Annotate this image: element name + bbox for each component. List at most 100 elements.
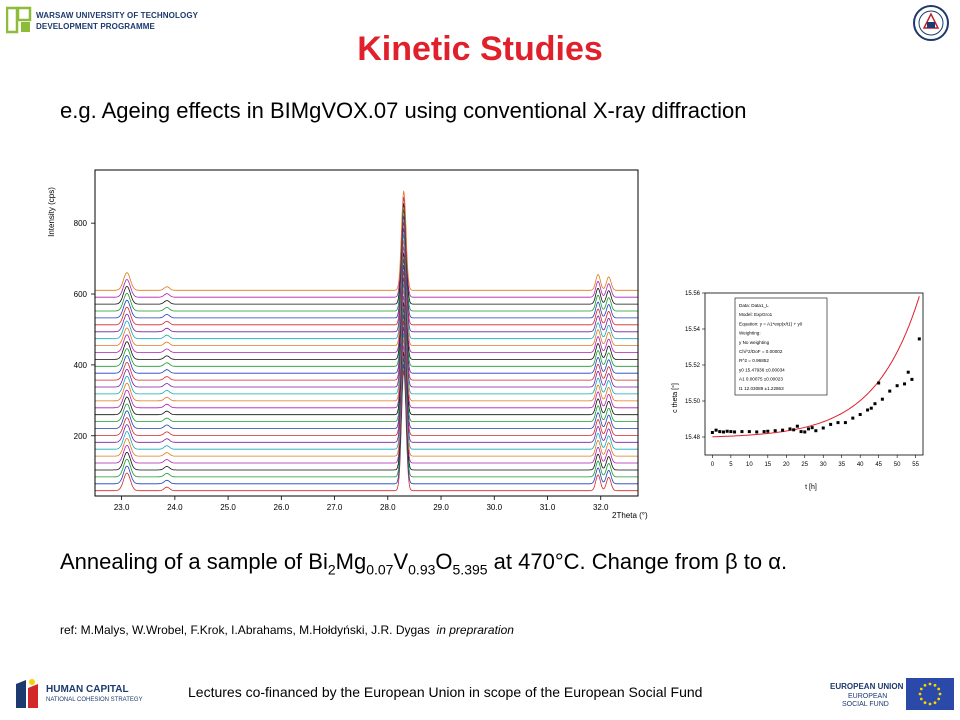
human-capital-title: HUMAN CAPITAL [46, 684, 129, 695]
kinetic-axes: 0 5 10 15 20 25 30 35 40 45 50 55 15.48 15.50 15.52 15.… [685, 291, 924, 468]
eu-star [933, 701, 937, 705]
data-point [806, 427, 810, 431]
reference-authors: ref: M.Malys, W.Wrobel, F.Krok, I.Abraha… [60, 623, 430, 637]
data-point [877, 381, 881, 385]
xrd-pattern-line [95, 209, 638, 312]
eu-star [933, 683, 937, 687]
xrd-pattern-line [95, 289, 638, 402]
data-point [810, 426, 814, 430]
eu-line-3: SOCIAL FUND [842, 701, 889, 708]
eu-star [938, 692, 942, 696]
xrd-axes: 23.0 24.0 25.0 26.0 27.0 28.0 29.0 30.0 31.0 32.0… [74, 169, 639, 512]
data-point [747, 430, 751, 434]
xrd-pattern-line [95, 252, 638, 360]
data-point [766, 429, 770, 433]
fit-box-line: Chi^2/DoF = 0.00002 [739, 349, 783, 354]
xrd-pattern-line [95, 295, 638, 409]
figure-caption: Annealing of a sample of Bi2Mg0.07V0.93O… [60, 546, 940, 585]
kinetic-x-tick-label: 5 [729, 462, 733, 468]
data-point [917, 337, 921, 341]
fit-box-line: A1 0.00075 ±0.00023 [739, 377, 783, 382]
xrd-pattern-line [95, 227, 638, 333]
x-tick-label: 30.0 [486, 503, 502, 512]
fit-results-box: Data: Data1_L Model: ExpGro1 Equation: y =… [734, 297, 828, 396]
kinetic-x-tick-label: 15 [764, 462, 771, 468]
data-point [803, 430, 807, 434]
xrd-pattern-line [95, 308, 638, 422]
fit-box-line: Data: Data1_L [739, 303, 769, 308]
kinetic-fit-chart: 0 5 10 15 20 25 30 35 40 45 50 55 15.48 15.50 15.52 15.… [671, 291, 924, 491]
eu-flag-icon [906, 678, 954, 710]
y-tick-label: 600 [74, 290, 88, 299]
eu-star [918, 692, 922, 696]
fit-box-frame [734, 297, 828, 396]
data-point [866, 408, 870, 412]
xrd-pattern-line [95, 234, 638, 340]
x-tick-label: 32.0 [593, 503, 609, 512]
xrd-pattern-line [95, 258, 638, 367]
fit-box-line: y No weighting [739, 340, 770, 345]
x-tick-label: 27.0 [327, 503, 343, 512]
xrd-x-axis-label: 2Theta (°) [612, 511, 648, 520]
data-point [755, 430, 759, 434]
data-point [725, 429, 729, 433]
caption-part-4: O [435, 549, 453, 574]
logo-line-1: WARSAW UNIVERSITY OF TECHNOLOGY [36, 11, 199, 20]
fit-box-line: y0 15.47936 ±0.00034 [739, 367, 785, 372]
data-point [910, 377, 914, 381]
xrd-pattern-line [95, 302, 638, 416]
eu-star [919, 697, 923, 701]
university-crest-icon [913, 5, 949, 41]
fit-box-line: Weighting: [739, 331, 761, 336]
xrd-pattern-line [95, 203, 638, 305]
page-title: Kinetic Studies [357, 30, 603, 68]
caption-sub-3: 0.93 [408, 561, 436, 578]
kinetic-x-tick-label: 25 [801, 462, 808, 468]
kinetic-y-axis-label: c theta [°] [671, 383, 679, 413]
xrd-pattern-line [95, 283, 638, 395]
kinetic-x-tick-label: 30 [820, 462, 827, 468]
logo-line-2: DEVELOPMENT PROGRAMME [36, 22, 155, 31]
reference-line: ref: M.Malys, W.Wrobel, F.Krok, I.Abraha… [60, 623, 514, 637]
caption-sub-1: 2 [327, 561, 336, 578]
data-point [869, 406, 873, 410]
xrd-pattern-line [95, 345, 638, 464]
x-tick-label: 24.0 [167, 503, 183, 512]
kinetic-y-tick-label: 15.56 [685, 291, 701, 297]
data-point [836, 421, 840, 425]
kinetic-y-tick-label: 15.52 [685, 363, 701, 369]
data-point [903, 382, 907, 386]
eu-star [928, 702, 932, 706]
xrd-pattern-line [95, 246, 638, 353]
xrd-pattern-line [95, 196, 638, 298]
xrd-series-group [95, 190, 638, 492]
data-point [821, 426, 825, 430]
xrd-pattern-line [95, 320, 638, 436]
eu-social-fund-logo: EUROPEAN UNION EUROPEAN SOCIAL FUND [822, 676, 956, 712]
caption-part-5: at 470°C. Change from β to α. [487, 549, 788, 574]
kinetic-x-tick-label: 40 [857, 462, 864, 468]
xrd-pattern-line [95, 271, 638, 381]
data-point [851, 416, 855, 420]
caption-part-3: V [393, 549, 409, 574]
kinetic-x-tick-label: 20 [783, 462, 790, 468]
xrd-patterns-chart: 23.0 24.0 25.0 26.0 27.0 28.0 29.0 30.0 31.0 32.0… [47, 169, 648, 520]
data-point [880, 397, 884, 401]
caption-part-2: Mg [335, 549, 367, 574]
data-point [714, 428, 718, 432]
data-point [873, 402, 877, 406]
data-point [888, 389, 892, 393]
eu-star [919, 687, 923, 691]
wut-emblem-icon [6, 6, 32, 34]
kinetic-x-tick-label: 45 [875, 462, 882, 468]
y-tick-label: 800 [74, 219, 88, 228]
reference-note: in prepraration [436, 623, 514, 637]
kinetic-x-tick-label: 50 [894, 462, 901, 468]
data-point [718, 430, 722, 434]
data-point [843, 421, 847, 425]
x-tick-label: 29.0 [433, 503, 449, 512]
caption-part-1: Annealing of a sample of Bi [60, 549, 328, 574]
eu-star [928, 682, 932, 686]
human-capital-emblem-icon [16, 679, 38, 708]
kinetic-x-tick-label: 10 [746, 462, 753, 468]
